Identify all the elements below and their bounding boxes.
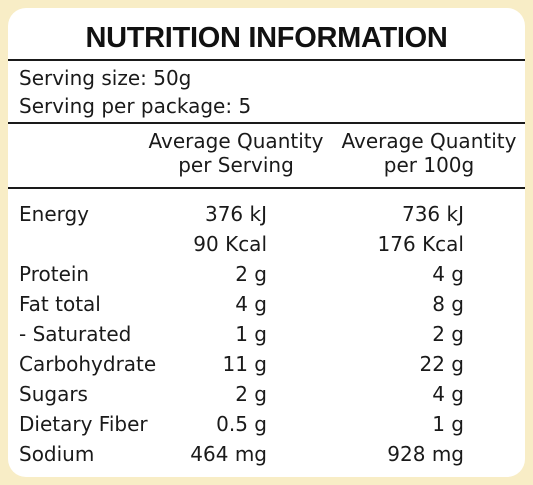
per-100g-value: 2 g <box>432 322 464 346</box>
column-header-line: Average Quantity <box>148 129 324 153</box>
per-serving-value: 376 kJ <box>204 202 267 226</box>
row-label: Dietary Fiber <box>19 412 148 436</box>
per-100g-value: 928 mg <box>387 442 464 466</box>
title-divider <box>8 59 525 61</box>
row-label: Energy <box>19 202 90 226</box>
row-label: Sugars <box>19 382 88 406</box>
per-100g-value: 736 kJ <box>401 202 464 226</box>
per-100g-value: 4 g <box>432 262 464 286</box>
row-label: Carbohydrate <box>19 352 157 376</box>
per-serving-value: 4 g <box>235 292 267 316</box>
row-label: Sodium <box>19 442 95 466</box>
nutrition-panel: NUTRITION INFORMATION Serving size: 50g … <box>8 8 525 477</box>
header-divider <box>8 187 525 189</box>
serving-per-package: Serving per package: 5 <box>19 94 252 118</box>
row-label: Fat total <box>19 292 101 316</box>
per-serving-value: 2 g <box>235 262 267 286</box>
per-serving-value: 464 mg <box>190 442 267 466</box>
per-serving-value: 90 Kcal <box>193 232 267 256</box>
row-label: - Saturated <box>19 322 132 346</box>
per-serving-value: 0.5 g <box>216 412 267 436</box>
serving-divider <box>8 122 525 124</box>
row-label: Protein <box>19 262 90 286</box>
page-title: NUTRITION INFORMATION <box>85 22 448 54</box>
per-100g-value: 22 g <box>419 352 464 376</box>
serving-size: Serving size: 50g <box>19 66 192 90</box>
per-serving-value: 11 g <box>222 352 267 376</box>
column-header-per-100g: Average Quantity per 100g <box>336 129 522 177</box>
column-header-line: per Serving <box>178 153 294 177</box>
per-100g-value: 176 Kcal <box>377 232 464 256</box>
column-header-per-serving: Average Quantity per Serving <box>141 129 331 177</box>
column-header-line: per 100g <box>383 153 475 177</box>
per-100g-value: 4 g <box>432 382 464 406</box>
column-header-line: Average Quantity <box>341 129 517 153</box>
per-serving-value: 1 g <box>235 322 267 346</box>
per-100g-value: 8 g <box>432 292 464 316</box>
per-serving-value: 2 g <box>235 382 267 406</box>
per-100g-value: 1 g <box>432 412 464 436</box>
